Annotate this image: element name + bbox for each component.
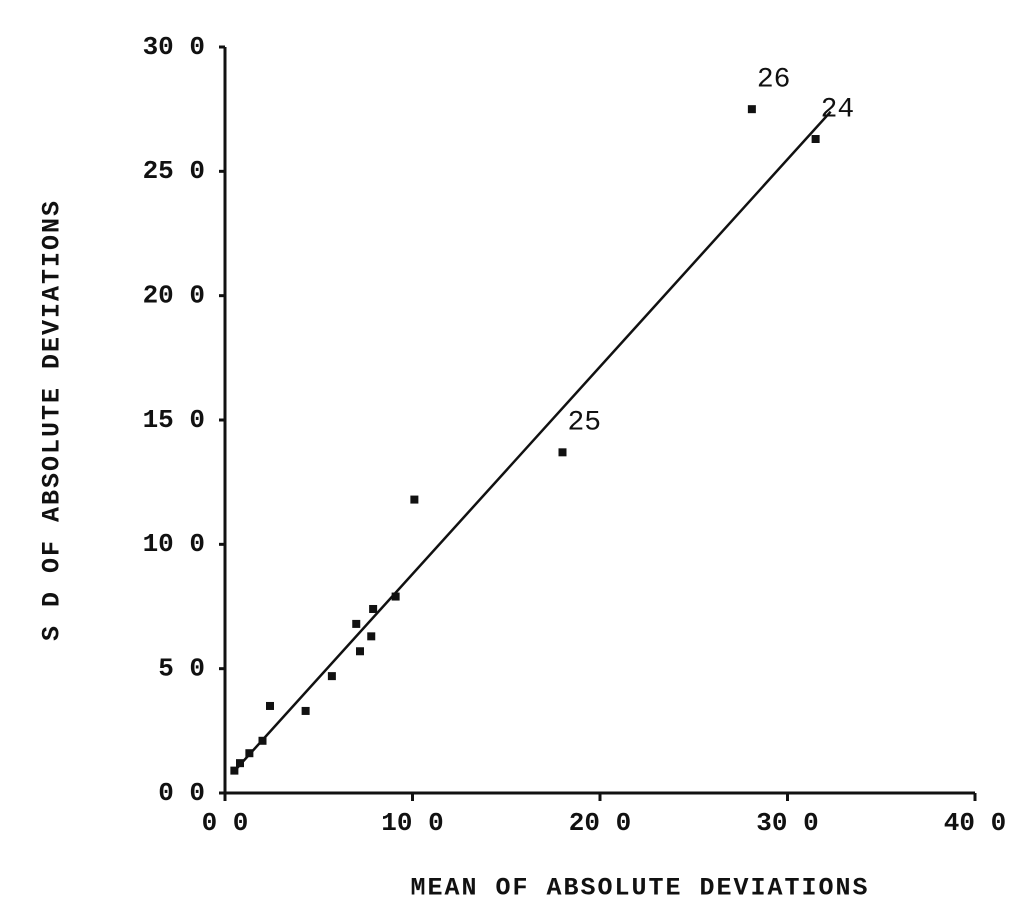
point xyxy=(391,592,400,601)
point xyxy=(558,448,567,457)
x-tick-label: 20 0 xyxy=(569,808,631,838)
y-axis-title: S D OF ABSOLUTE DEVIATIONS xyxy=(38,199,67,641)
point xyxy=(410,495,419,504)
point xyxy=(230,766,239,775)
x-tick-label: 0 0 xyxy=(202,808,249,838)
point xyxy=(301,706,310,715)
point xyxy=(258,736,267,745)
y-tick-label: 5 0 xyxy=(158,654,205,684)
y-tick-label: 25 0 xyxy=(143,156,205,186)
point xyxy=(356,647,364,656)
point xyxy=(747,105,756,114)
y-tick-label: 10 0 xyxy=(143,529,205,559)
y-tick-label: 0 0 xyxy=(158,778,205,808)
point xyxy=(236,759,244,768)
x-tick-label: 30 0 xyxy=(756,808,818,838)
point-label: 25 xyxy=(568,408,602,439)
point-label: 26 xyxy=(757,65,791,96)
point xyxy=(369,604,378,613)
point-label: 24 xyxy=(821,94,855,125)
fit-line xyxy=(231,110,832,774)
y-tick-label: 15 0 xyxy=(143,405,205,435)
x-tick-label: 40 0 xyxy=(944,808,1006,838)
y-tick-label: 20 0 xyxy=(143,281,205,311)
x-axis-title: MEAN OF ABSOLUTE DEVIATIONS xyxy=(410,874,869,903)
point xyxy=(245,749,254,758)
point xyxy=(266,701,274,710)
y-tick-label: 30 0 xyxy=(143,32,205,62)
x-tick-label: 10 0 xyxy=(381,808,443,838)
point xyxy=(327,672,336,681)
point xyxy=(367,632,376,641)
point xyxy=(352,619,361,628)
point xyxy=(811,135,820,144)
